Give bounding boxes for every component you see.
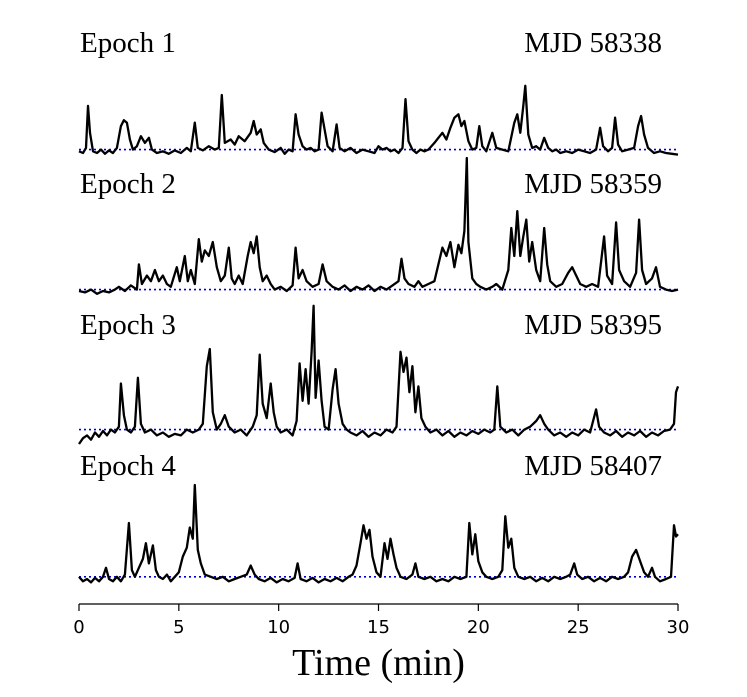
light-curve-line: [78, 304, 680, 445]
epoch-label: Epoch 4: [80, 450, 176, 482]
epoch-label: Epoch 3: [80, 309, 176, 341]
x-axis-ticks: 0 5 10 15 20 25 30: [73, 604, 689, 638]
mjd-label: MJD 58395: [524, 309, 662, 341]
mjd-label: MJD 58359: [524, 168, 662, 200]
panel-epoch-2: Epoch 2 MJD 58359: [78, 156, 679, 295]
light-curve-line: [78, 483, 679, 584]
epoch-label: Epoch 2: [80, 168, 176, 200]
x-tick-label: 5: [173, 617, 184, 638]
x-axis: 0 5 10 15 20 25 30 Time (min): [73, 603, 689, 684]
mjd-label: MJD 58338: [524, 27, 662, 59]
x-tick-label: 10: [267, 617, 290, 638]
x-tick-label: 0: [73, 617, 84, 638]
x-tick-label: 30: [667, 617, 690, 638]
panel-epoch-4: Epoch 4 MJD 58407: [78, 450, 679, 584]
x-tick-label: 15: [367, 617, 390, 638]
x-tick-label: 25: [567, 617, 590, 638]
panel-epoch-1: Epoch 1 MJD 58338: [78, 27, 679, 156]
x-axis-label: Time (min): [292, 642, 465, 684]
light-curve-line: [78, 156, 679, 295]
light-curve-line: [78, 84, 679, 156]
epoch-panels: Epoch 1 MJD 58338 Epoch 2 MJD 58359 Epoch 3 M…: [78, 27, 680, 584]
epoch-label: Epoch 1: [80, 27, 176, 59]
mjd-label: MJD 58407: [524, 450, 662, 482]
panel-epoch-3: Epoch 3 MJD 58395: [78, 304, 680, 445]
x-tick-label: 20: [467, 617, 490, 638]
